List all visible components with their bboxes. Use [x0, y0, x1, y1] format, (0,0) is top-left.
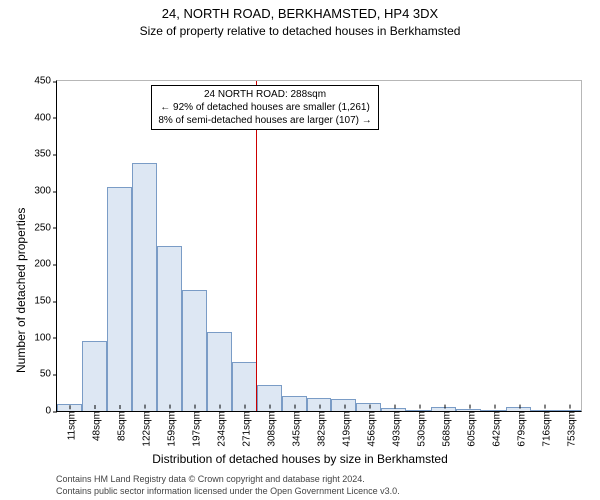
x-tick: 642sqm	[485, 411, 502, 447]
histogram-bar	[132, 163, 157, 411]
x-tick: 530sqm	[410, 411, 427, 447]
x-tick: 159sqm	[161, 411, 178, 447]
y-tick: 450	[34, 76, 57, 87]
x-axis-label: Distribution of detached houses by size …	[0, 452, 600, 466]
x-tick: 679sqm	[510, 411, 527, 447]
chart-subtitle: Size of property relative to detached ho…	[0, 24, 600, 38]
x-tick: 122sqm	[136, 411, 153, 447]
footer-text: Contains HM Land Registry data © Crown c…	[56, 474, 400, 497]
legend-line1: 24 NORTH ROAD: 288sqm	[158, 88, 371, 101]
x-tick: 456sqm	[360, 411, 377, 447]
x-tick: 308sqm	[261, 411, 278, 447]
x-tick: 197sqm	[186, 411, 203, 447]
y-tick: 400	[34, 112, 57, 123]
x-tick: 271sqm	[236, 411, 253, 447]
y-tick: 0	[45, 406, 57, 417]
histogram-bar	[232, 362, 257, 411]
x-tick: 48sqm	[86, 411, 103, 441]
y-axis-label: Number of detached properties	[14, 208, 28, 373]
histogram-bar	[157, 246, 182, 411]
chart-container: 24, NORTH ROAD, BERKHAMSTED, HP4 3DX Siz…	[0, 0, 600, 500]
footer-line1: Contains HM Land Registry data © Crown c…	[56, 474, 400, 486]
chart-title: 24, NORTH ROAD, BERKHAMSTED, HP4 3DX	[0, 6, 600, 21]
legend-line2: ← 92% of detached houses are smaller (1,…	[158, 101, 371, 114]
histogram-bar	[182, 290, 207, 411]
y-tick: 50	[40, 369, 57, 380]
plot-area: 05010015020025030035040045011sqm48sqm85s…	[56, 80, 582, 412]
histogram-bar	[107, 187, 132, 411]
legend-box: 24 NORTH ROAD: 288sqm← 92% of detached h…	[151, 85, 378, 130]
footer-line2: Contains public sector information licen…	[56, 486, 400, 498]
marker-line	[256, 81, 257, 411]
x-tick: 11sqm	[61, 411, 78, 440]
y-tick: 300	[34, 186, 57, 197]
x-tick: 419sqm	[335, 411, 352, 447]
y-tick: 150	[34, 296, 57, 307]
x-tick: 234sqm	[211, 411, 228, 447]
histogram-bar	[207, 332, 232, 411]
x-tick: 605sqm	[460, 411, 477, 447]
y-tick: 100	[34, 332, 57, 343]
x-tick: 493sqm	[385, 411, 402, 447]
x-tick: 345sqm	[286, 411, 303, 447]
x-tick: 716sqm	[535, 411, 552, 447]
y-tick: 250	[34, 222, 57, 233]
y-tick: 350	[34, 149, 57, 160]
y-tick: 200	[34, 259, 57, 270]
x-tick: 382sqm	[311, 411, 328, 447]
x-tick: 753sqm	[560, 411, 577, 447]
x-tick: 85sqm	[111, 411, 128, 441]
x-tick: 568sqm	[435, 411, 452, 447]
legend-line3: 8% of semi-detached houses are larger (1…	[158, 114, 371, 127]
histogram-bar	[82, 341, 107, 411]
